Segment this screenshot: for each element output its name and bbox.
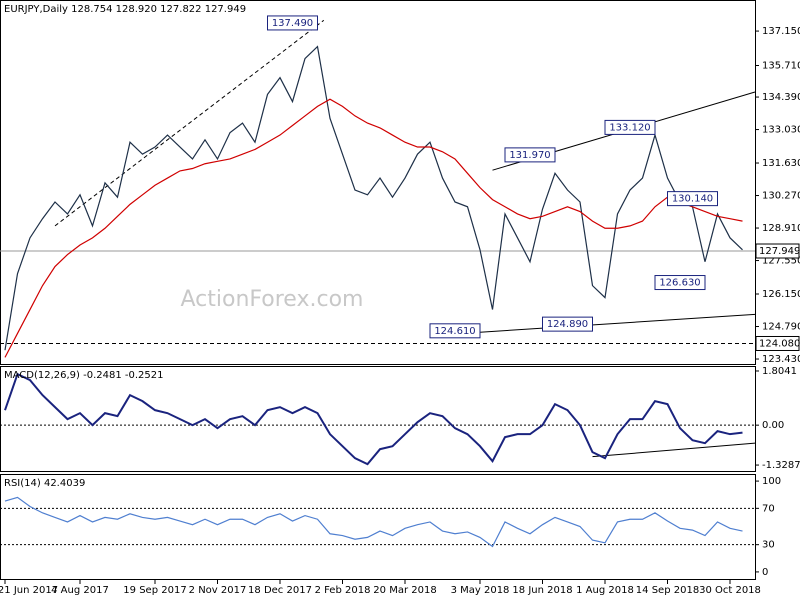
annotation-box — [667, 191, 718, 207]
y-tick-label: 100 — [762, 476, 781, 487]
panel-frame — [0, 366, 756, 472]
series-line — [4, 45, 743, 351]
x-tick-label: 2 Nov 2017 — [189, 585, 247, 596]
annotation-box — [504, 147, 556, 163]
y-tick-label: 126.150 — [762, 289, 800, 300]
y-tick-label: 30 — [762, 540, 775, 551]
y-tick-label: 127.550 — [762, 256, 800, 267]
x-tick-label: 21 Jun 2017 — [0, 585, 58, 596]
y-tick-label: 137.150 — [762, 26, 800, 37]
annotation-label: 137.490 — [272, 18, 313, 29]
annotation-box — [542, 316, 593, 332]
annotation-box — [267, 15, 318, 31]
series-line — [4, 496, 743, 548]
annotation-box — [604, 119, 656, 135]
x-tick-label: 14 Sep 2018 — [636, 585, 699, 596]
y-tick-label: 131.630 — [762, 158, 800, 169]
x-tick-label: 30 Oct 2018 — [699, 585, 761, 596]
annotation-label: 124.610 — [434, 326, 475, 337]
y-tick-label: 128.910 — [762, 223, 800, 234]
level-label: 127.949 — [759, 246, 800, 257]
panel-title: EURJPY,Daily 128.754 128.920 127.822 127… — [4, 4, 246, 15]
annotation-label: 124.890 — [547, 319, 588, 330]
series-line — [4, 98, 743, 358]
y-tick-label: 124.790 — [762, 322, 800, 333]
panel-frame — [0, 474, 756, 580]
annotation-box — [429, 323, 481, 339]
x-tick-label: 3 May 2018 — [451, 585, 510, 596]
x-tick-label: 18 Jun 2018 — [512, 585, 572, 596]
x-tick-label: 19 Sep 2017 — [123, 585, 186, 596]
x-tick-label: 20 Mar 2018 — [373, 585, 436, 596]
watermark: ActionForex.com — [181, 287, 364, 312]
level-label: 124.080 — [759, 338, 800, 349]
trend-line — [54, 19, 325, 227]
y-tick-label: 0 — [762, 567, 768, 578]
y-tick-label: 133.030 — [762, 125, 800, 136]
panel-title: RSI(14) 42.4039 — [4, 478, 85, 489]
annotation-label: 133.120 — [609, 122, 650, 133]
level-box — [755, 243, 800, 259]
y-tick-label: 0.00 — [762, 420, 784, 431]
annotation-box — [654, 275, 706, 291]
x-tick-label: 4 Aug 2017 — [51, 585, 109, 596]
series-line — [4, 372, 743, 466]
x-tick-label: 1 Aug 2018 — [576, 585, 634, 596]
y-tick-label: 134.390 — [762, 92, 800, 103]
level-box — [755, 335, 800, 351]
annotation-label: 131.970 — [509, 150, 550, 161]
y-tick-label: 130.270 — [762, 191, 800, 202]
y-tick-label: -1.3287 — [762, 460, 800, 471]
y-tick-label: 135.710 — [762, 60, 800, 71]
annotation-label: 130.140 — [672, 194, 713, 205]
x-tick-label: 18 Dec 2017 — [248, 585, 312, 596]
annotation-label: 126.630 — [659, 278, 700, 289]
trend-line — [479, 313, 756, 333]
trend-line — [592, 442, 756, 458]
y-tick-label: 1.8041 — [762, 366, 797, 377]
y-tick-label: 70 — [762, 503, 775, 514]
y-tick-label: 123.430 — [762, 354, 800, 365]
panel-frame — [0, 0, 756, 365]
x-tick-label: 2 Feb 2018 — [315, 585, 371, 596]
panel-title: MACD(12,26,9) -0.2481 -0.2521 — [4, 370, 164, 381]
